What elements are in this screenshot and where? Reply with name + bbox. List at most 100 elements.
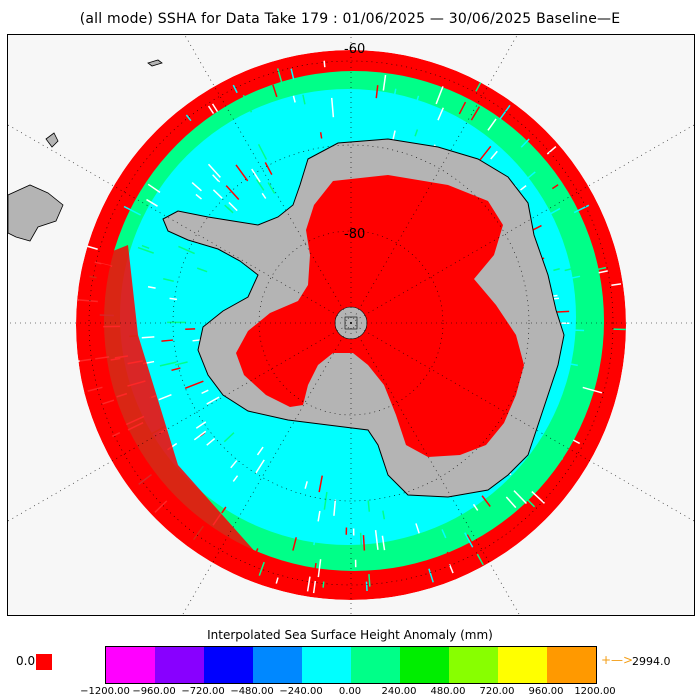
ocean-streak [256,179,265,191]
color-swatch-7 [449,647,498,683]
scale-tick-label: 0.00 [338,686,362,697]
color-swatch-0 [106,647,155,683]
ocean-streak [382,74,387,91]
ocean-streak [319,132,323,139]
ocean-streak [573,439,581,445]
ocean-streak [147,286,156,289]
ocean-streak [573,204,590,214]
ocean-streak [178,245,195,255]
lat-label-minus-60: -60 [344,42,365,57]
scale-tick-label: 240.00 [381,686,417,697]
ocean-streak [553,267,560,272]
ocean-streak [257,143,268,160]
ocean-streak [386,578,390,591]
ocean-streak [368,573,371,587]
ocean-streak [381,535,386,551]
ocean-streak [464,532,474,548]
ocean-streak [359,532,363,547]
ocean-streak [456,125,462,132]
scale-tick-label: 960.00 [528,686,564,697]
color-swatch-2 [204,647,253,683]
ocean-streak [551,184,559,190]
ocean-streak [326,108,329,118]
ocean-streak [428,568,434,583]
ocean-streak [611,283,622,286]
ocean-streak [489,93,498,105]
ocean-streak [414,129,419,137]
ocean-streak [272,183,279,193]
ocean-streak [272,84,278,98]
ocean-streak [292,537,297,551]
ocean-streak [228,149,240,165]
ocean-streak [185,114,192,122]
color-swatch-3 [253,647,302,683]
ocean-streak [153,307,172,310]
ocean-streak [171,367,181,372]
ocean-streak [487,118,497,131]
legend-high-label: 2994.0 [632,655,671,668]
ocean-streak [519,185,527,191]
ocean-streak [197,145,205,153]
meridian-line [350,124,694,324]
lat-label-minus-80: -80 [344,227,365,242]
scale-tick-label: −1200.00 [80,686,130,697]
ocean-streak [225,185,240,201]
ocean-streak [526,171,536,180]
map-panel: -60 -80 [7,34,695,616]
ocean-streak [212,189,223,199]
ocean-streak [481,495,491,507]
ocean-streak [479,145,492,161]
ocean-streak [562,361,578,367]
ocean-streak [458,101,467,115]
ocean-streak [141,336,155,339]
ocean-streak [235,164,249,182]
ocean-streak [221,506,227,514]
ocean-streak [164,246,181,255]
ocean-streak [217,181,230,195]
meridian-line [8,124,352,324]
ocean-streak [392,513,398,529]
ocean-streak [333,499,337,516]
south-america-landmass [8,184,64,242]
ocean-streak [206,437,216,446]
ocean-streak [288,112,292,121]
latitude-circle [258,230,444,416]
ocean-streak [192,339,201,342]
ocean-streak [207,105,215,115]
ocean-streak [476,553,484,566]
falkland-islands [45,132,59,148]
ocean-streak [365,581,368,592]
ocean-streak [224,204,230,211]
ocean-streak [136,308,154,312]
meridian-line [350,322,694,522]
ocean-streak [161,339,174,342]
ocean-streak [330,97,335,118]
ocean-streak [196,267,208,273]
ocean-streak [191,181,202,192]
ocean-streak [299,489,303,496]
scale-tick-label: −240.00 [279,686,323,697]
ocean-streak [158,394,172,401]
ocean-streak [149,349,156,352]
ocean-streak [211,103,219,113]
legend-low-swatch [36,654,52,670]
ocean-streak [256,446,264,456]
ocean-streak [587,266,607,273]
ocean-streak [177,338,190,341]
meridian-line [8,322,352,522]
ocean-streak [275,577,279,584]
ocean-streak [323,491,328,510]
ocean-streak [446,551,454,565]
ocean-streak [362,535,366,551]
ocean-streak [546,146,557,155]
ocean-streak [206,396,220,405]
ocean-streak [212,174,221,183]
ocean-streak [255,459,265,474]
ocean-streak [258,561,265,576]
ocean-streak [313,537,316,546]
ocean-streak [415,95,420,104]
meridian-line [184,35,352,324]
ocean-streak [490,150,498,160]
legend-high-arrow: +—> [601,653,634,667]
scale-tick-label: 1200.00 [574,686,616,697]
